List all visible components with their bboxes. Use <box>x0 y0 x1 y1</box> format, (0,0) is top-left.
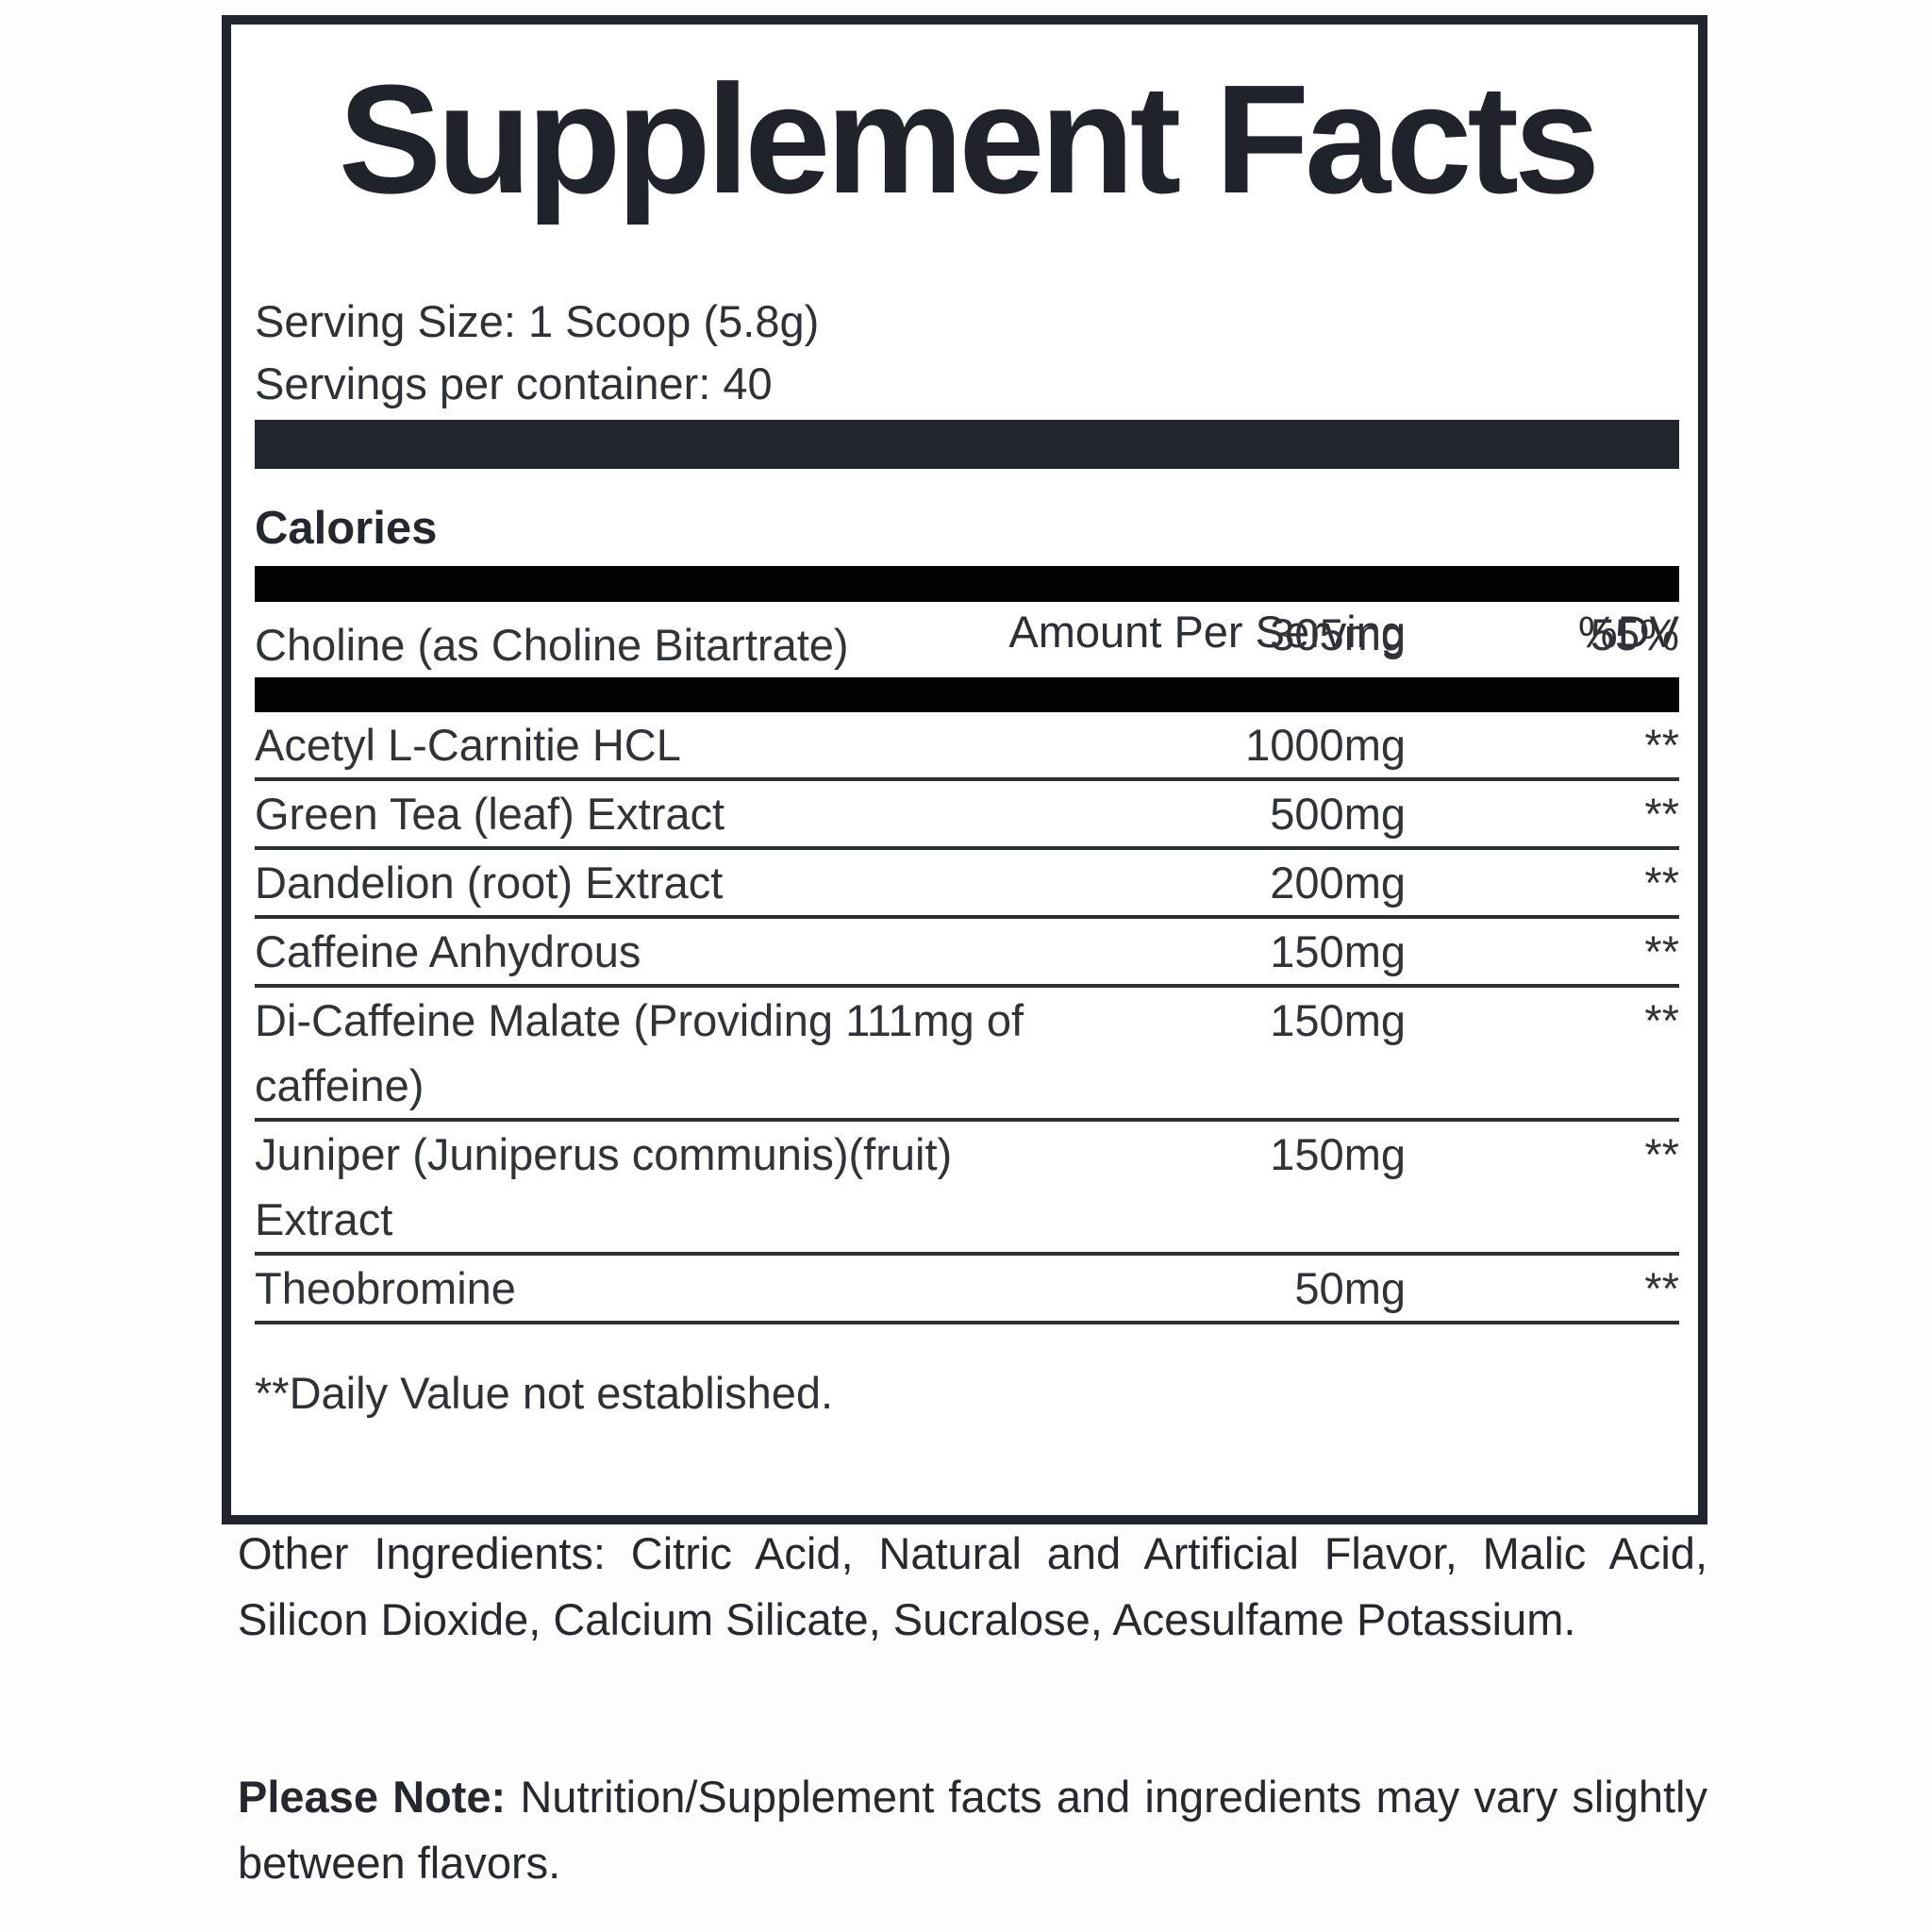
serving-size-line: Serving Size: 1 Scoop (5.8g) <box>255 296 820 347</box>
calories-label: Calories <box>255 503 438 555</box>
amount-per-serving-header: Amount Per Serving <box>1008 607 1406 658</box>
divider-bar-dark <box>255 420 1679 470</box>
ingredient-name: Theobromine <box>255 1263 516 1314</box>
ingredient-amount: 305mg <box>1270 609 1406 660</box>
ingredient-name: Juniper (Juniperus communis)(fruit) Extr… <box>255 1129 953 1245</box>
ingredient-amount: 150mg <box>1270 926 1406 977</box>
ingredient-amount: 150mg <box>1270 995 1406 1046</box>
ingredient-dv: ** <box>1644 926 1679 977</box>
please-note-label: Please Note: <box>238 1772 507 1822</box>
ingredient-name: Dandelion (root) Extract <box>255 858 724 908</box>
supplement-facts-panel: Supplement Facts Serving Size: 1 Scoop (… <box>222 15 1707 1524</box>
ingredient-amount: 150mg <box>1270 1129 1406 1180</box>
ingredient-amount: 200mg <box>1270 858 1406 908</box>
ingredient-name: Green Tea (leaf) Extract <box>255 789 725 840</box>
ingredient-dv: ** <box>1644 1263 1679 1314</box>
servings-per-container-line: Servings per container: 40 <box>255 358 773 409</box>
ingredient-dv: ** <box>1644 995 1679 1046</box>
ingredient-table: Acetyl L-Carnitie HCL 1000mg ** Green Te… <box>255 712 1679 1325</box>
ingredient-dv: ** <box>1644 1129 1679 1180</box>
serving-info: Serving Size: 1 Scoop (5.8g) Servings pe… <box>255 291 1679 415</box>
table-row-choline: Choline (as Choline Bitartrate) 305mg 55… <box>255 602 1679 677</box>
ingredient-dv: 55% <box>1590 609 1679 660</box>
table-row: Juniper (Juniperus communis)(fruit) Extr… <box>255 1122 1679 1257</box>
daily-value-footnote: **Daily Value not established. <box>255 1368 834 1419</box>
ingredient-amount: 500mg <box>1270 789 1406 840</box>
ingredient-name: Choline (as Choline Bitartrate) <box>255 620 849 671</box>
other-ingredients-text: Other Ingredients: Citric Acid, Natural … <box>238 1528 1707 1644</box>
ingredient-name: Acetyl L-Carnitie HCL <box>255 720 681 771</box>
divider-bar-black-top <box>255 566 1679 603</box>
table-row: Acetyl L-Carnitie HCL 1000mg ** <box>255 712 1679 782</box>
ingredient-name: Caffeine Anhydrous <box>255 926 641 977</box>
ingredient-amount: 50mg <box>1294 1263 1406 1314</box>
ingredient-name: Di-Caffeine Malate (Providing 111mg of c… <box>255 995 1024 1111</box>
ingredient-dv: ** <box>1644 858 1679 908</box>
dv-header: %DV <box>1577 607 1679 658</box>
divider-bar-black-mid <box>255 677 1679 713</box>
table-row: Theobromine 50mg ** <box>255 1256 1679 1325</box>
panel-title: Supplement Facts <box>338 53 1601 225</box>
table-row: Green Tea (leaf) Extract 500mg ** <box>255 781 1679 851</box>
please-note-paragraph: Please Note: Nutrition/Supplement facts … <box>238 1764 1707 1896</box>
table-row: Dandelion (root) Extract 200mg ** <box>255 850 1679 920</box>
ingredient-dv: ** <box>1644 720 1679 771</box>
ingredient-dv: ** <box>1644 789 1679 840</box>
table-row: Di-Caffeine Malate (Providing 111mg of c… <box>255 988 1679 1123</box>
other-ingredients-paragraph: Other Ingredients: Citric Acid, Natural … <box>238 1521 1707 1653</box>
please-note-text: Nutrition/Supplement facts and ingredien… <box>238 1772 1708 1888</box>
table-row: Caffeine Anhydrous 150mg ** <box>255 919 1679 989</box>
ingredient-amount: 1000mg <box>1245 720 1406 771</box>
